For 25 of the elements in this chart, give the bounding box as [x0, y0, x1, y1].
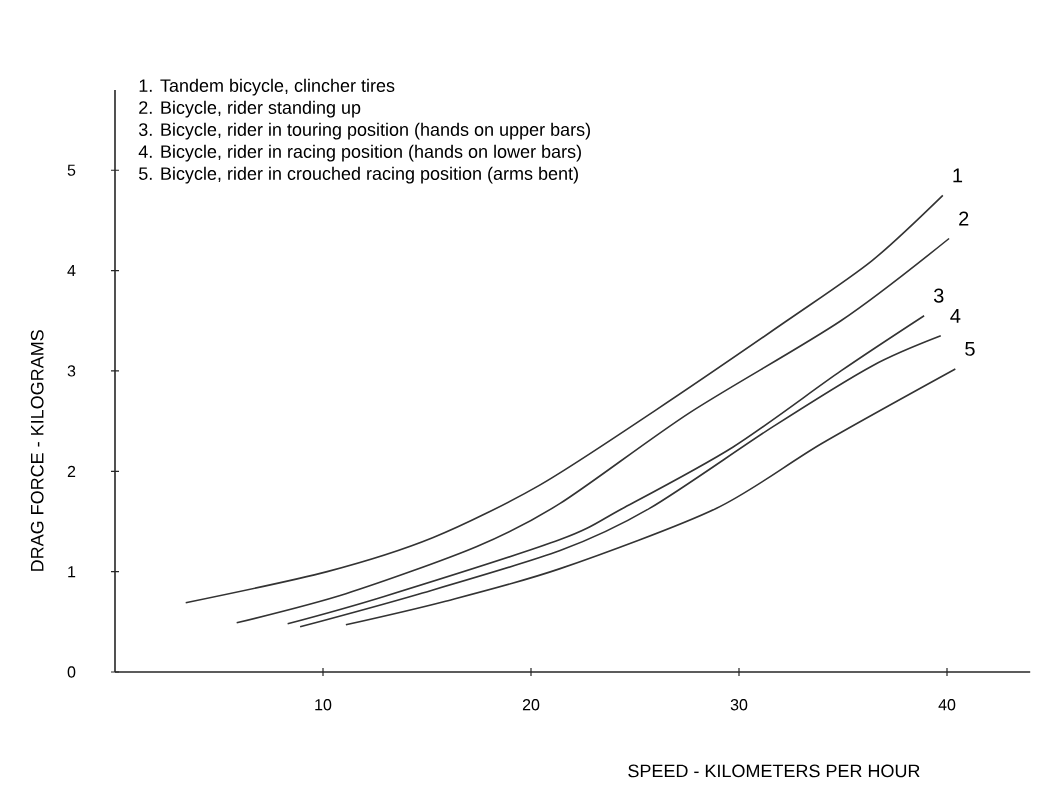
- x-tick-label: 10: [315, 699, 332, 711]
- x-axis-title: SPEED - KILOMETERS PER HOUR: [628, 764, 920, 778]
- annotation: 4. Bicycle, rider in racing position (hands on lower bars): [138, 144, 581, 162]
- series-label: 1: [953, 168, 963, 183]
- y-tick-label: 4: [67, 265, 76, 277]
- y-tick-label: 2: [67, 465, 76, 477]
- y-tick-label: 0: [67, 666, 76, 678]
- x-tick-label: 40: [938, 699, 956, 711]
- annotation: 3. Bicycle, rider in touring position (hands on upper bars): [138, 122, 590, 140]
- x-tick-label: 30: [730, 699, 748, 711]
- y-axis-title: DRAG FORCE - KILOGRAMS: [30, 330, 44, 571]
- x-tick-label: 20: [522, 699, 540, 711]
- series-label: 3: [933, 288, 944, 303]
- annotation: 2. Bicycle, rider standing up: [139, 100, 361, 118]
- line-series: [184, 194, 944, 604]
- series-label: 5: [965, 341, 975, 356]
- series-label: 2: [959, 211, 969, 226]
- annotation: 5. Bicycle, rider in crouched racing position (arms bent): [138, 166, 578, 184]
- series-label: 4: [950, 308, 961, 323]
- y-tick-label: 1: [68, 566, 76, 578]
- annotation: 1. Tandem bicycle, clincher tires: [139, 78, 395, 96]
- line-series: [235, 237, 950, 624]
- y-tick-label: 3: [67, 365, 76, 377]
- line-series: [345, 368, 957, 626]
- y-tick-label: 5: [67, 164, 76, 176]
